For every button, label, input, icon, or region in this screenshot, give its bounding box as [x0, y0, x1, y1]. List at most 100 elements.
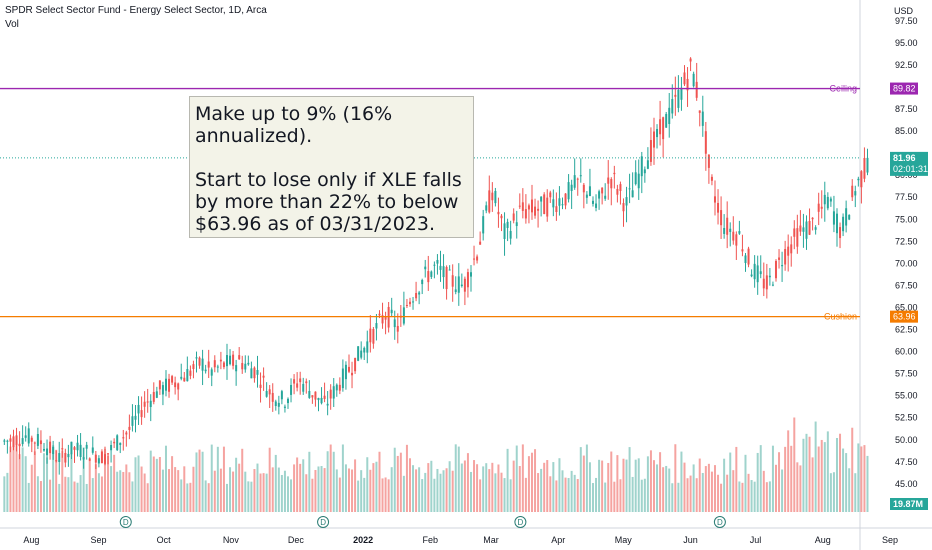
candle-body [808, 220, 811, 235]
volume-bar [381, 478, 384, 512]
volume-bar [39, 481, 42, 512]
price-axis-tick: 55.00 [895, 391, 918, 401]
candle-body [521, 202, 524, 211]
volume-bar [649, 450, 652, 512]
candle-body [286, 398, 289, 404]
candle-body [320, 397, 323, 404]
volume-bar [366, 457, 369, 512]
volume-bar [695, 478, 698, 512]
candle-body [512, 213, 515, 221]
price-axis-tick: 85.00 [895, 126, 918, 136]
cushion-price-tag [890, 310, 918, 323]
volume-bar [207, 483, 210, 512]
volume-bar [643, 478, 646, 512]
candle-body [698, 110, 701, 113]
candle-body [677, 89, 680, 108]
volume-bar [347, 468, 350, 512]
volume-bar [33, 451, 36, 512]
candle-body [247, 362, 250, 365]
volume-bar [125, 464, 128, 512]
candle-body [155, 391, 158, 398]
volume-bar [454, 444, 457, 512]
volume-bar [164, 445, 167, 512]
volume-bar [344, 464, 347, 512]
candle-body [854, 191, 857, 196]
volume-bar [518, 466, 521, 512]
candle-body [405, 305, 408, 307]
volume-bar [238, 463, 241, 512]
volume-indicator-label[interactable]: Vol [5, 19, 19, 30]
volume-bar [152, 456, 155, 512]
candle-body [372, 329, 375, 344]
candle-body [527, 205, 530, 210]
candle-body [424, 266, 427, 270]
candle-body [158, 380, 161, 390]
candle-body [826, 196, 829, 209]
volume-bar [317, 466, 320, 512]
candle-body [634, 172, 637, 185]
volume-bar [161, 469, 164, 512]
volume-bar [835, 438, 838, 512]
volume-bar [805, 433, 808, 512]
volume-bar [326, 451, 329, 512]
candle-body [390, 309, 393, 314]
volume-bar [354, 459, 357, 512]
candle-body [354, 357, 357, 372]
volume-bar [839, 433, 842, 512]
candle-body [100, 451, 103, 464]
volume-bar [521, 444, 524, 512]
candle-body [851, 185, 854, 198]
time-axis-tick: Jul [750, 535, 762, 545]
candle-body [143, 401, 146, 407]
candle-body [701, 111, 704, 126]
volume-bar [829, 473, 832, 512]
candle-body [506, 221, 509, 228]
candle-body [55, 460, 58, 462]
volume-bar [567, 478, 570, 512]
volume-bar [183, 466, 186, 512]
candle-body [299, 378, 302, 383]
candle-body [744, 255, 747, 263]
volume-bar [622, 458, 625, 512]
volume-bar [280, 474, 283, 512]
volume-bar [460, 463, 463, 512]
volume-bar [631, 476, 634, 512]
candle-body [820, 206, 823, 209]
candle-body [704, 131, 707, 154]
volume-bar [717, 474, 720, 512]
ceiling-price: 89.82 [893, 84, 916, 94]
candle-body [149, 400, 152, 408]
candle-body [817, 203, 820, 212]
candle-body [674, 94, 677, 97]
volume-bar [659, 452, 662, 512]
volume-bar [70, 452, 73, 512]
volume-bar [677, 482, 680, 512]
volume-bar [674, 444, 677, 512]
volume-bar [823, 442, 826, 512]
volume-bar [701, 472, 704, 512]
volume-bar [811, 457, 814, 512]
volume-bar [46, 457, 49, 512]
volume-bar [527, 456, 530, 512]
candle-body [842, 216, 845, 232]
volume-bar [430, 460, 433, 512]
candle-body [311, 395, 314, 398]
volume-bar [122, 471, 125, 512]
candle-body [302, 383, 305, 392]
candle-body [646, 160, 649, 169]
volume-bar [131, 481, 134, 512]
candle-body [857, 178, 860, 181]
volume-bar [433, 478, 436, 512]
price-axis-tick: 57.50 [895, 369, 918, 379]
candle-body [567, 182, 570, 200]
volume-bar [713, 465, 716, 512]
volume-bar [537, 473, 540, 512]
volume-bar [778, 452, 781, 512]
volume-bar [259, 473, 262, 512]
volume-bar [305, 474, 308, 512]
volume-bar [662, 467, 665, 512]
candle-body [134, 415, 137, 420]
candle-body [445, 266, 448, 290]
volume-bar [787, 430, 790, 512]
